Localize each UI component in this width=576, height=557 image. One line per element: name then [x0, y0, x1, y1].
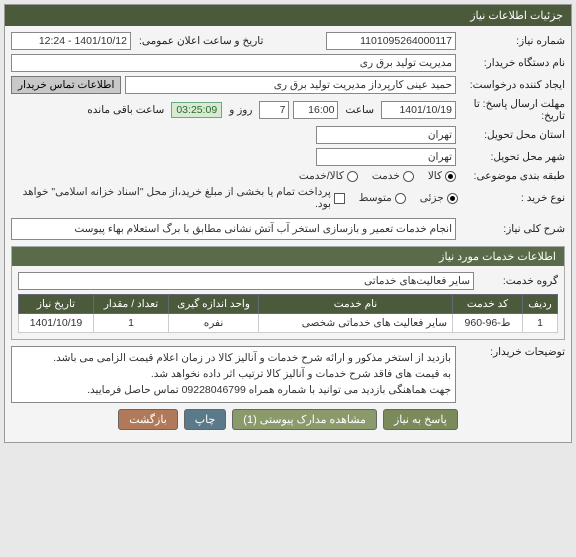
label-remain: ساعت باقی مانده — [84, 104, 167, 116]
note-line-1: بازدید از استخر مذکور و ارائه شرح خدمات … — [16, 351, 451, 367]
label-deadline-time: ساعت — [342, 104, 377, 116]
row-deadline: مهلت ارسال پاسخ: تا تاریخ: 1401/10/19 سا… — [11, 98, 565, 122]
cell-name: سایر فعالیت های خدماتی شخصی — [259, 314, 453, 333]
field-deadline-days: 7 — [259, 101, 289, 119]
services-body: گروه خدمت: سایر فعالیت‌های خدماتی ردیف ک… — [12, 266, 564, 339]
panel-title: جزئیات اطلاعات نیاز — [5, 5, 571, 26]
field-desc: انجام خدمات تعمیر و بازسازی استخر آب آتش… — [11, 218, 456, 240]
label-buyer-notes: توضیحات خریدار: — [460, 346, 565, 358]
attachments-button[interactable]: مشاهده مدارک پیوستی (1) — [232, 409, 377, 430]
button-bar: پاسخ به نیاز مشاهده مدارک پیوستی (1) چاپ… — [11, 403, 565, 436]
radio-minor-label: جزئی — [420, 192, 444, 204]
note-line-3: جهت هماهنگی بازدید می توانید با شماره هم… — [16, 383, 451, 399]
label-province: استان محل تحویل: — [460, 129, 565, 141]
col-qty: تعداد / مقدار — [94, 295, 169, 314]
col-row: ردیف — [523, 295, 558, 314]
respond-button[interactable]: پاسخ به نیاز — [383, 409, 458, 430]
field-need-number: 1101095264000117 — [326, 32, 456, 50]
label-desc: شرح کلی نیاز: — [460, 223, 565, 235]
field-city: تهران — [316, 148, 456, 166]
check-treasury[interactable]: پرداخت تمام یا بخشی از مبلغ خرید،از محل … — [11, 186, 345, 210]
cell-row: 1 — [523, 314, 558, 333]
print-button[interactable]: چاپ — [184, 409, 227, 430]
row-province: استان محل تحویل: تهران — [11, 126, 565, 144]
col-code: کد خدمت — [453, 295, 523, 314]
services-table: ردیف کد خدمت نام خدمت واحد اندازه گیری ت… — [18, 294, 558, 333]
field-province: تهران — [316, 126, 456, 144]
label-deadline-days-word: روز و — [226, 104, 255, 116]
row-city: شهر محل تحویل: تهران — [11, 148, 565, 166]
row-need-number: شماره نیاز: 1101095264000117 تاریخ و ساع… — [11, 32, 565, 50]
row-desc: شرح کلی نیاز: انجام خدمات تعمیر و بازساز… — [11, 218, 565, 240]
services-group: اطلاعات خدمات مورد نیاز گروه خدمت: سایر … — [11, 246, 565, 340]
label-city: شهر محل تحویل: — [460, 151, 565, 163]
radio-medium[interactable]: متوسط — [359, 192, 406, 204]
field-deadline-time: 16:00 — [293, 101, 338, 119]
radio-both[interactable]: کالا/خدمت — [299, 170, 358, 182]
label-group-type: طبقه بندی موضوعی: — [460, 170, 565, 182]
cell-unit: نفره — [169, 314, 259, 333]
label-creator: ایجاد کننده درخواست: — [460, 79, 565, 91]
note-line-2: به قیمت های فاقد شرح خدمات و آنالیز کالا… — [16, 367, 451, 383]
field-deadline-date: 1401/10/19 — [381, 101, 456, 119]
label-buyer-org: نام دستگاه خریدار: — [460, 57, 565, 69]
countdown-timer: 03:25:09 — [171, 102, 222, 118]
radio-minor[interactable]: جزئی — [420, 192, 458, 204]
label-buy-type: نوع خرید : — [462, 192, 565, 204]
row-buy-type: نوع خرید : جزئی متوسط پرداخت تمام یا بخش… — [11, 186, 565, 210]
services-header: اطلاعات خدمات مورد نیاز — [12, 247, 564, 266]
row-buyer-notes: توضیحات خریدار: بازدید از استخر مذکور و … — [11, 346, 565, 403]
contact-buyer-button[interactable]: اطلاعات تماس خریدار — [11, 76, 121, 94]
radio-service[interactable]: خدمت — [372, 170, 414, 182]
row-creator: ایجاد کننده درخواست: حمید عینی کارپرداز … — [11, 76, 565, 94]
field-buyer-org: مدیریت تولید برق ری — [11, 54, 456, 72]
cell-code: ط-96-960 — [453, 314, 523, 333]
form-body: شماره نیاز: 1101095264000117 تاریخ و ساع… — [5, 26, 571, 442]
group-type-radios: کالا خدمت کالا/خدمت — [299, 170, 456, 182]
radio-goods-label: کالا — [428, 170, 442, 182]
buyer-notes-box: بازدید از استخر مذکور و ارائه شرح خدمات … — [11, 346, 456, 403]
label-service-group: گروه خدمت: — [478, 275, 558, 287]
row-service-group: گروه خدمت: سایر فعالیت‌های خدماتی — [18, 272, 558, 290]
buy-type-radios: جزئی متوسط پرداخت تمام یا بخشی از مبلغ خ… — [11, 186, 458, 210]
back-button[interactable]: بازگشت — [118, 409, 178, 430]
label-need-number: شماره نیاز: — [460, 35, 565, 47]
field-service-group: سایر فعالیت‌های خدماتی — [18, 272, 474, 290]
radio-medium-label: متوسط — [359, 192, 392, 204]
table-row: 1 ط-96-960 سایر فعالیت های خدماتی شخصی ن… — [19, 314, 558, 333]
table-header-row: ردیف کد خدمت نام خدمت واحد اندازه گیری ت… — [19, 295, 558, 314]
field-creator: حمید عینی کارپرداز مدیریت تولید برق ری — [125, 76, 456, 94]
row-buyer-org: نام دستگاه خریدار: مدیریت تولید برق ری — [11, 54, 565, 72]
cell-qty: 1 — [94, 314, 169, 333]
row-group-type: طبقه بندی موضوعی: کالا خدمت کالا/خدمت — [11, 170, 565, 182]
cell-date: 1401/10/19 — [19, 314, 94, 333]
col-unit: واحد اندازه گیری — [169, 295, 259, 314]
radio-both-label: کالا/خدمت — [299, 170, 344, 182]
field-announce: 1401/10/12 - 12:24 — [11, 32, 131, 50]
col-date: تاریخ نیاز — [19, 295, 94, 314]
radio-goods[interactable]: کالا — [428, 170, 456, 182]
radio-service-label: خدمت — [372, 170, 400, 182]
label-deadline: مهلت ارسال پاسخ: تا تاریخ: — [460, 98, 565, 122]
label-announce: تاریخ و ساعت اعلان عمومی: — [135, 35, 322, 47]
need-details-panel: جزئیات اطلاعات نیاز شماره نیاز: 11010952… — [4, 4, 572, 443]
check-treasury-label: پرداخت تمام یا بخشی از مبلغ خرید،از محل … — [11, 186, 331, 210]
col-name: نام خدمت — [259, 295, 453, 314]
